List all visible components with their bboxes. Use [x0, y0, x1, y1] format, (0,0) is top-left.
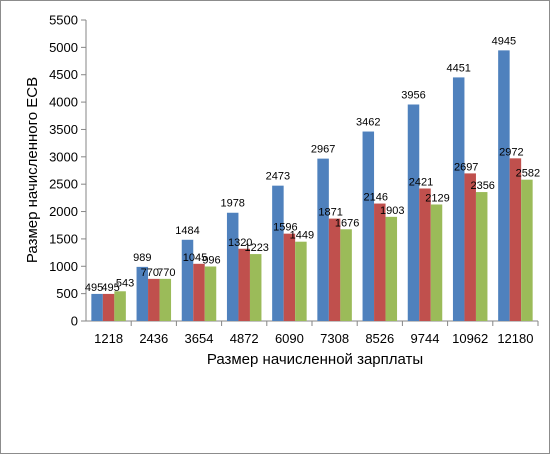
data-label: 1978 [220, 198, 244, 210]
bar [283, 233, 296, 321]
bar [340, 229, 352, 321]
x-tick-label: 2436 [139, 331, 168, 346]
bar [181, 239, 194, 321]
data-label: 1596 [273, 222, 297, 234]
y-tick-label: 2500 [49, 177, 78, 192]
x-tick-label: 3654 [185, 331, 214, 346]
y-tick-label: 3000 [49, 149, 78, 164]
bar [136, 266, 149, 321]
y-tick-label: 3500 [49, 122, 78, 137]
data-label: 989 [133, 252, 151, 264]
bar [509, 158, 522, 321]
data-label: 2129 [425, 192, 449, 204]
bar [374, 203, 386, 321]
data-label: 2967 [311, 144, 335, 156]
x-tick-label: 10962 [452, 331, 488, 346]
y-tick-label: 500 [56, 286, 78, 301]
bar [272, 185, 284, 321]
bar [114, 291, 126, 321]
y-tick-label: 5500 [49, 13, 78, 28]
data-label: 3462 [356, 117, 380, 129]
bar [317, 158, 329, 321]
bar [91, 293, 103, 321]
y-tick-label: 5000 [49, 40, 78, 55]
bar [238, 248, 250, 321]
x-tick-label: 9744 [411, 331, 440, 346]
x-tick-label: 8526 [365, 331, 394, 346]
bar [249, 254, 262, 321]
x-axis-title: Размер начисленной зарплаты [207, 351, 423, 368]
data-label: 495 [101, 282, 119, 294]
bar [159, 278, 172, 321]
bar [464, 173, 476, 321]
data-label: 4945 [492, 35, 516, 47]
data-label: 1676 [335, 217, 359, 229]
data-label: 2146 [364, 192, 388, 204]
y-tick-label: 2000 [49, 204, 78, 219]
bar [328, 218, 341, 321]
x-tick-label: 7308 [320, 331, 349, 346]
axes: 0 500 1000 1500 2000 2500 3000 3500 4000 4500 5000… [49, 13, 539, 346]
x-tick-label: 12180 [497, 331, 533, 346]
data-labels: 4954955439897707701484104599619781320122… [85, 35, 540, 294]
data-label: 1449 [290, 230, 314, 242]
data-label: 770 [157, 267, 175, 279]
data-label: 2356 [470, 180, 494, 192]
y-axis-title: Размер начисленного ЕСВ [24, 77, 41, 263]
data-label: 1871 [318, 207, 342, 219]
data-label: 2421 [409, 177, 433, 189]
data-label: 1320 [228, 237, 252, 249]
data-label: 4451 [446, 62, 470, 74]
bar [407, 104, 420, 322]
bar [204, 266, 217, 321]
bar [475, 192, 488, 321]
bar [452, 77, 465, 322]
y-tick-label: 4000 [49, 95, 78, 110]
x-tick-label: 1218 [94, 331, 123, 346]
y-tick-label: 1000 [49, 259, 78, 274]
bars [91, 50, 533, 322]
data-label: 770 [141, 267, 159, 279]
bar [498, 50, 510, 322]
data-label: 3956 [401, 89, 425, 101]
y-tick-label: 0 [71, 314, 78, 329]
data-label: 2697 [454, 161, 478, 173]
x-tick-label: 6090 [275, 331, 304, 346]
bar [419, 188, 431, 321]
bar [385, 216, 398, 321]
bar [362, 131, 375, 321]
data-label: 996 [202, 254, 220, 266]
data-label: 2473 [266, 171, 290, 183]
data-label: 2972 [499, 146, 523, 158]
data-label: 1045 [183, 252, 207, 264]
data-label: 1223 [244, 242, 268, 254]
bar [102, 293, 115, 321]
data-label: 495 [85, 282, 103, 294]
bar [295, 241, 307, 321]
bar [148, 278, 160, 321]
data-label: 543 [116, 277, 134, 289]
bar [193, 263, 205, 321]
data-label: 2582 [516, 168, 540, 180]
bar [226, 212, 239, 321]
y-tick-label: 4500 [49, 67, 78, 82]
data-label: 1484 [175, 225, 199, 237]
y-tick-label: 1500 [49, 231, 78, 246]
data-label: 1903 [380, 205, 404, 217]
x-tick-label: 4872 [230, 331, 259, 346]
bar [430, 204, 443, 321]
bar [521, 179, 533, 321]
